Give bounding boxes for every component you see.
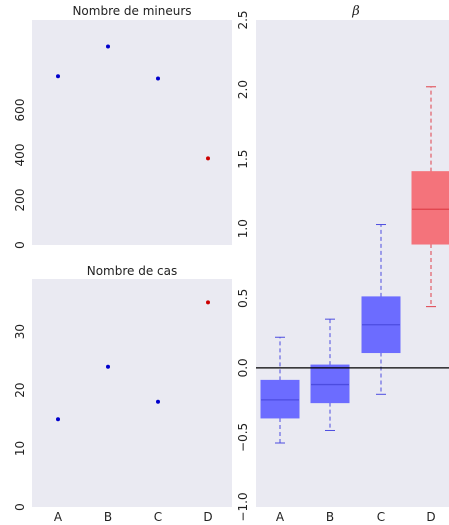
panel-cases-title: Nombre de cas [87,264,178,278]
x-tick-label: C [154,510,162,524]
box-D [411,86,449,308]
data-point-C [156,399,160,404]
y-tick-label: −0.5 [236,423,250,452]
panel-cases: Nombre de cas 0 10 20 30 A B C D [13,264,232,524]
y-tick-label: −1.0 [236,492,250,521]
panel-beta: β −1.0 −0.5 0.0 0.5 1.0 1.5 2.0 2.5 A B C D [236,4,449,524]
y-tick-label: 200 [13,189,27,212]
panel-cases-x-ticks: A B C D [54,510,213,524]
x-tick-label: A [54,510,63,524]
x-tick-label: D [426,510,435,524]
x-tick-label: C [377,510,385,524]
data-point-B [106,44,110,49]
y-tick-label: 0 [13,241,27,249]
panel-miners-y-ticks: 0 200 400 600 [13,99,27,249]
x-tick-label: A [276,510,285,524]
y-tick-label: 400 [13,144,27,167]
x-tick-label: B [326,510,334,524]
panel-miners-title: Nombre de mineurs [72,4,191,18]
data-point-B [106,364,110,369]
data-point-A [56,74,60,79]
y-tick-label: 600 [13,99,27,122]
x-tick-label: D [203,510,212,524]
panel-beta-background [256,20,449,507]
box-body [260,379,300,419]
data-point-D [206,156,210,161]
panel-beta-boxes [260,86,449,444]
data-point-D [206,300,210,305]
panel-beta-y-ticks: −1.0 −0.5 0.0 0.5 1.0 1.5 2.0 2.5 [236,10,250,521]
panel-cases-y-ticks: 0 10 20 30 [13,324,27,511]
panel-miners-background [32,20,232,245]
panel-cases-background [32,279,232,507]
panel-beta-x-ticks: A B C D [276,510,436,524]
box-body [411,171,449,245]
box-B [310,318,350,431]
box-C [361,224,401,395]
x-tick-label: B [104,510,112,524]
box-body [310,364,350,404]
panel-miners-points [56,44,210,161]
y-tick-label: 0 [13,503,27,511]
data-point-C [156,76,160,81]
y-tick-label: 1.5 [236,150,250,169]
y-tick-label: 0.0 [236,358,250,377]
y-tick-label: 2.0 [236,80,250,99]
panel-cases-points [56,300,210,422]
panel-miners: Nombre de mineurs 0 200 400 600 [13,4,232,249]
y-tick-label: 0.5 [236,289,250,308]
panel-beta-title: β [351,4,360,19]
y-tick-label: 2.5 [236,10,250,29]
y-tick-label: 20 [13,382,27,397]
y-tick-label: 1.0 [236,219,250,238]
y-tick-label: 30 [13,324,27,339]
data-point-A [56,417,60,422]
box-A [260,336,300,444]
y-tick-label: 10 [13,441,27,456]
